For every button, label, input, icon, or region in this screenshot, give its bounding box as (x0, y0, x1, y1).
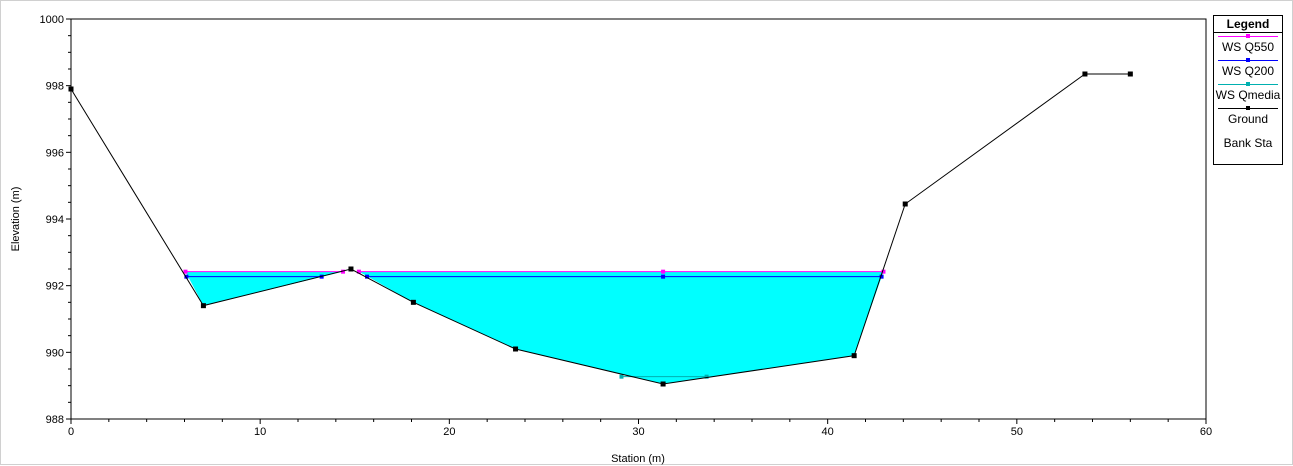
ws-point-ws-q550-1-0 (356, 269, 361, 274)
water-fill-area-1 (358, 271, 884, 384)
ground-point (200, 303, 206, 309)
legend-marker-ws-qmedia (1246, 82, 1250, 86)
legend-item-bank-sta: Bank Sta (1214, 129, 1282, 153)
legend-label-ws-q550: WS Q550 (1221, 40, 1275, 54)
x-axis-ticks: 0 10 20 30 40 50 60 (68, 419, 1212, 438)
legend-label-ground: Ground (1227, 112, 1269, 126)
x-tick-label: 10 (254, 426, 266, 438)
legend-item-ws-qmedia: WS Qmedia (1214, 81, 1282, 105)
legend-marker-ws-q200 (1246, 58, 1250, 62)
x-tick-label: 40 (822, 426, 834, 438)
legend-title: Legend (1214, 16, 1282, 33)
x-tick-label: 60 (1200, 426, 1212, 438)
legend-marker-ground (1246, 106, 1250, 110)
ground-point (851, 353, 857, 359)
legend-label-ws-q200: WS Q200 (1221, 64, 1275, 78)
ground-point (1127, 71, 1133, 77)
y-axis-ticks: 988 990 992 994 996 998 1000 (40, 14, 71, 426)
ws-point-ws-qmedia-0-1 (704, 374, 709, 379)
y-tick-label: 994 (46, 214, 64, 226)
y-tick-label: 990 (46, 347, 64, 359)
legend-item-ws-q200: WS Q200 (1214, 57, 1282, 81)
ground-line (70, 73, 1131, 385)
ws-point-ws-q550-0-1 (341, 269, 346, 274)
ground-point (348, 266, 354, 272)
ground-point (410, 299, 416, 305)
ws-point-ws-q550-mid (661, 269, 666, 274)
ws-point-ws-q200-1-0 (365, 274, 370, 279)
legend-label-ws-qmedia: WS Qmedia (1215, 88, 1281, 102)
legend-item-ground: Ground (1214, 105, 1282, 129)
ws-point-ws-qmedia-0-0 (619, 374, 624, 379)
x-axis-title: Station (m) (611, 453, 665, 465)
ground-point (1082, 71, 1088, 77)
y-tick-label: 996 (46, 147, 64, 159)
ground-point (513, 346, 519, 352)
ws-point-ws-q550-1-1 (881, 269, 886, 274)
legend-box: Legend WS Q550 WS Q200 WS Qmedia Ground … (1213, 15, 1283, 165)
x-tick-label: 30 (632, 426, 644, 438)
ws-point-ws-q200-1-1 (879, 274, 884, 279)
water-surface-layer (183, 269, 886, 379)
x-tick-label: 0 (68, 426, 74, 438)
ground-point (660, 381, 666, 387)
legend-marker-ws-q550 (1246, 34, 1250, 38)
y-axis-title: Elevation (m) (10, 187, 22, 252)
y-tick-label: 988 (46, 414, 64, 426)
legend-label-bank-sta: Bank Sta (1223, 136, 1273, 150)
ground-point (902, 201, 908, 207)
water-fill-layer (185, 271, 884, 384)
legend-item-ws-q550: WS Q550 (1214, 33, 1282, 57)
y-tick-label: 992 (46, 281, 64, 293)
water-fill-area-0 (185, 271, 344, 306)
y-tick-label: 1000 (40, 14, 64, 26)
ws-point-ws-q200-0-0 (184, 274, 189, 279)
x-tick-label: 20 (443, 426, 455, 438)
ws-point-ws-q550-0-0 (183, 269, 188, 274)
x-tick-label: 50 (1011, 426, 1023, 438)
ws-point-ws-q200-mid (661, 274, 666, 279)
y-tick-label: 998 (46, 81, 64, 93)
